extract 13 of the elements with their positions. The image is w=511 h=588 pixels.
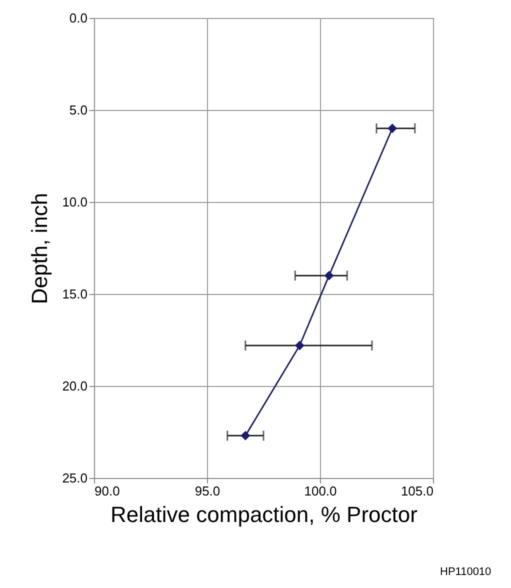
x-tick-label: 105.0 bbox=[400, 484, 434, 498]
x-tick-label: 100.0 bbox=[304, 484, 337, 498]
text: HP110010 bbox=[440, 566, 492, 578]
y-tick-label: 25.0 bbox=[62, 470, 88, 486]
x-axis-title: Relative compaction, % Proctor bbox=[110, 502, 418, 528]
y-tick-label: 15.0 bbox=[62, 286, 88, 302]
y-tick-label: 20.0 bbox=[62, 378, 88, 394]
y-tick-label: 0.0 bbox=[69, 10, 88, 26]
x-tick-label: 95.0 bbox=[194, 484, 220, 498]
x-tick-label: 90.0 bbox=[94, 484, 120, 498]
y-axis-title: Depth, inch bbox=[27, 192, 52, 304]
y-tick-label: 5.0 bbox=[69, 102, 88, 118]
y-tick-label: 10.0 bbox=[62, 194, 88, 210]
